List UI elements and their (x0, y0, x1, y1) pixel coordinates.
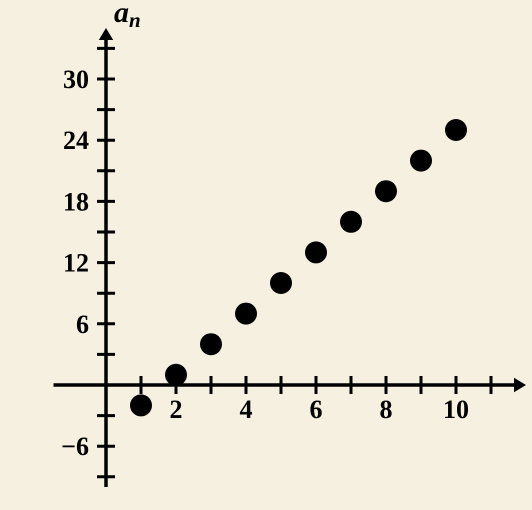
data-point (130, 394, 152, 416)
y-tick-label: 18 (63, 187, 89, 216)
y-tick-label: 24 (63, 126, 89, 155)
data-point (165, 364, 187, 386)
chart-svg: 246810−6612182430ann (0, 0, 532, 510)
y-tick-label: 12 (63, 249, 89, 278)
data-point (305, 241, 327, 263)
data-point (375, 180, 397, 202)
x-tick-label: 6 (310, 395, 323, 424)
y-axis-label: an (114, 0, 141, 32)
x-tick-label: 2 (170, 395, 183, 424)
y-tick-label: 6 (76, 310, 89, 339)
x-tick-label: 8 (380, 395, 393, 424)
sequence-scatter-chart: 246810−6612182430ann (0, 0, 532, 510)
x-axis-arrow (514, 378, 526, 392)
data-point (445, 119, 467, 141)
y-axis-arrow (99, 28, 113, 40)
data-point (410, 150, 432, 172)
x-tick-label: 4 (240, 395, 253, 424)
data-point (235, 303, 257, 325)
x-tick-label: 10 (443, 395, 469, 424)
data-point (200, 333, 222, 355)
data-point (270, 272, 292, 294)
y-tick-label: 30 (63, 65, 89, 94)
data-point (340, 211, 362, 233)
y-tick-label: −6 (61, 432, 89, 461)
